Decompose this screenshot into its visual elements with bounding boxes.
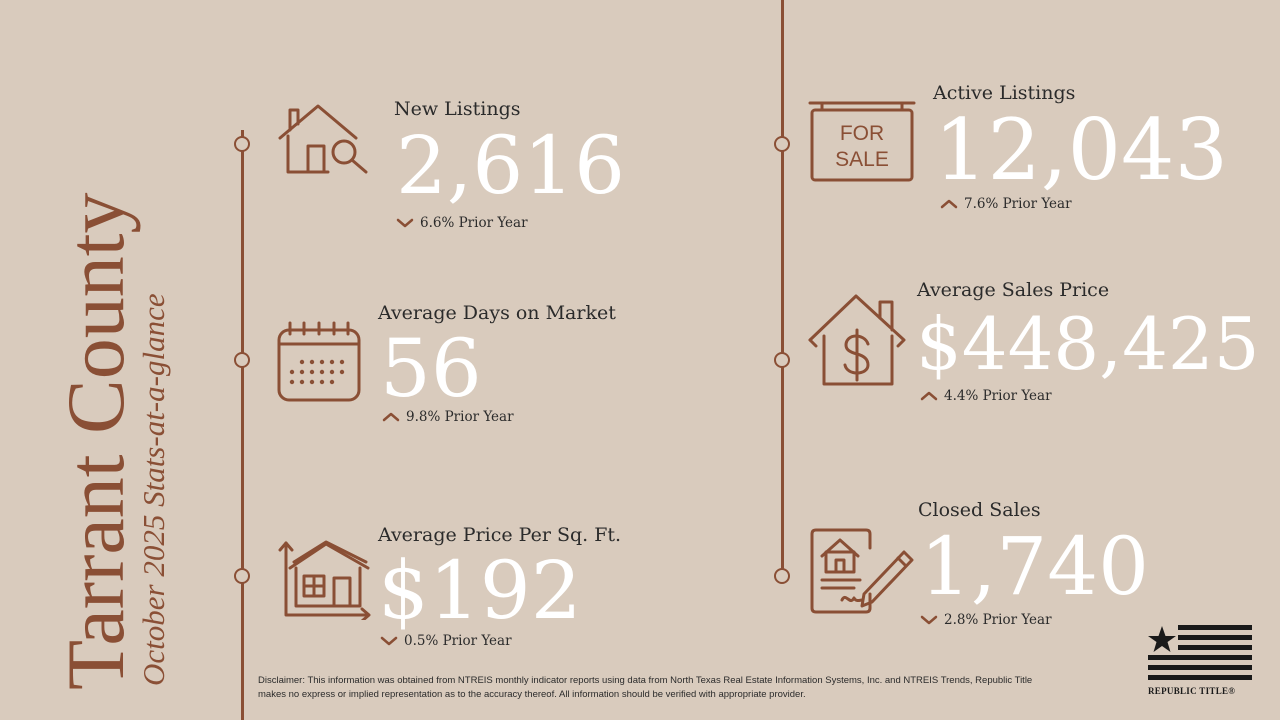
stat-change-text: 0.5% Prior Year <box>404 633 512 649</box>
county-title: Tarrant County <box>50 192 141 690</box>
stat-label: Closed Sales <box>918 499 1041 521</box>
stat-change: 4.4% Prior Year <box>920 388 1052 404</box>
stat-change-text: 6.6% Prior Year <box>420 215 528 231</box>
arrow-up-icon <box>940 199 958 209</box>
arrow-up-icon <box>920 391 938 401</box>
stat-value: 56 <box>380 322 482 415</box>
arrow-down-icon <box>920 615 938 625</box>
stat-value: 12,043 <box>934 101 1228 199</box>
republic-title-logo <box>1148 623 1252 695</box>
stat-label: New Listings <box>394 98 521 120</box>
stat-change: 0.5% Prior Year <box>380 633 512 649</box>
timeline-node <box>234 352 250 368</box>
calendar-icon <box>276 320 362 408</box>
stat-change: 7.6% Prior Year <box>940 196 1072 212</box>
timeline-node <box>774 352 790 368</box>
logo-text: REPUBLIC TITLE® <box>1148 686 1236 696</box>
stat-label: Average Sales Price <box>917 279 1110 301</box>
stat-change: 2.8% Prior Year <box>920 612 1052 628</box>
arrow-down-icon <box>380 636 398 646</box>
left-timeline <box>241 130 244 720</box>
page-subtitle: October 2025 Stats-at-a-glance <box>136 293 171 686</box>
right-timeline <box>781 0 784 580</box>
arrow-down-icon <box>396 218 414 228</box>
stat-change-text: 7.6% Prior Year <box>964 196 1072 212</box>
house-dollar-icon <box>808 292 910 392</box>
contract-signing-icon <box>808 528 916 618</box>
stat-change-text: 9.8% Prior Year <box>406 409 514 425</box>
svg-text:SALE: SALE <box>835 148 889 171</box>
disclaimer-text: Disclaimer: This information was obtaine… <box>258 675 1033 700</box>
svg-text:FOR: FOR <box>840 122 884 145</box>
stat-value: $192 <box>378 544 582 637</box>
arrow-up-icon <box>382 412 400 422</box>
stat-label: Active Listings <box>933 82 1076 104</box>
timeline-node <box>774 568 790 584</box>
stat-label: Average Price Per Sq. Ft. <box>378 524 622 546</box>
timeline-node <box>234 136 250 152</box>
for-sale-sign-icon: FOR SALE <box>808 100 916 188</box>
stat-change-text: 2.8% Prior Year <box>944 612 1052 628</box>
house-area-icon <box>276 540 374 624</box>
stat-value: 2,616 <box>396 119 626 212</box>
stat-change: 9.8% Prior Year <box>382 409 514 425</box>
timeline-node <box>234 568 250 584</box>
page-title-block: Tarrant County October 2025 Stats-at-a-g… <box>50 192 171 690</box>
stat-change: 6.6% Prior Year <box>396 215 528 231</box>
timeline-node <box>774 136 790 152</box>
stat-value: $448,425 <box>916 302 1260 386</box>
stat-label: Average Days on Market <box>378 302 616 324</box>
stat-change-text: 4.4% Prior Year <box>944 388 1052 404</box>
house-search-icon <box>276 100 372 182</box>
stat-value: 1,740 <box>920 520 1150 613</box>
